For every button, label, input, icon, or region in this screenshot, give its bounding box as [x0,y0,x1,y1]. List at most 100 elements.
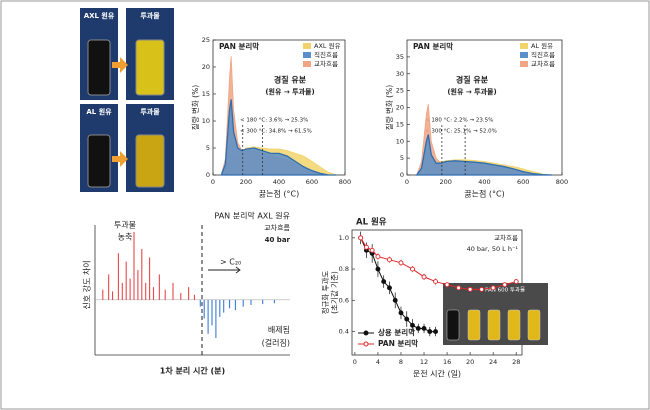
y-tick-label: 1.0 [339,234,349,242]
point [369,247,375,253]
point [381,279,387,285]
x-tick-label: 24 [489,358,497,366]
x-axis-label: 1차 분리 시간 (분) [160,366,225,376]
y-tick-label: 30 [396,70,404,78]
y-tick-label: 35 [396,53,404,61]
x-tick-label: 200 [240,178,252,186]
x-tick-label: 16 [443,358,451,366]
legend-swatch [520,52,528,58]
x-tick-label: 12 [420,358,428,366]
annotation: < 300 °C: 34.8% → 61.5% [240,129,312,135]
x-tick-label: 400 [478,178,490,186]
annotation: < 300 °C: 25.1% → 52.0% [425,129,497,135]
point [513,279,519,285]
annotation: (원유 → 투과물) [265,87,314,96]
x-tick-label: 600 [517,178,529,186]
photo-label: 투과물 [140,11,160,20]
x-tick-label: 0 [405,178,409,186]
x-tick-label: 28 [512,358,520,366]
vial [487,309,501,341]
annotation: 40 bar, 50 L h⁻¹ [467,245,519,253]
point [410,266,415,272]
y-tick-label: 0.6 [339,296,349,304]
chart-title: AL 원유 [356,217,387,228]
legend-label: PAN 분리막 [378,338,418,348]
y-tick-label: 5 [400,154,404,162]
chart-title: PAN 분리막 [219,41,259,51]
arrow [112,151,128,167]
point [502,282,508,288]
vial [527,309,541,341]
point [387,285,392,291]
y-tick-label: 0 [206,171,210,179]
y-axis-label: 신호 강도 차이 [82,260,92,309]
y-tick-label: 10 [202,117,210,125]
x-tick-label: 800 [556,178,568,186]
vial [507,309,521,341]
chart-title: PAN 분리막 AXL 원유 [214,211,290,221]
annotation: (걸러짐) [262,338,290,348]
vial [446,309,460,341]
annotation: 농축 [118,233,133,242]
y-axis-label: 정규화 투과도 [320,271,330,315]
point [398,310,404,316]
point [398,260,404,266]
vial [135,39,165,96]
annotation: 경질 유분 [274,75,307,85]
annotation: < 180 °C: 2.2% → 23.5% [425,118,493,124]
legend-marker [363,341,369,347]
annotation: PAN 600 투과물 [485,286,525,294]
point [410,322,415,328]
point [358,235,364,241]
photo-label: 투과물 [140,107,160,116]
point [456,285,462,291]
photo-label: AL 원유 [86,107,112,116]
legend-swatch [520,61,528,67]
point [433,329,439,335]
point [392,297,398,303]
x-axis-label: 끓는점 (°C) [464,189,504,199]
point [433,279,439,285]
y-tick-label: 15 [396,120,404,128]
chart-title: PAN 분리막 [413,41,453,51]
legend-label: 직진흐름 [314,50,338,59]
y-tick-label: 20 [202,63,210,71]
annotation: (원유 → 투과물) [447,87,496,96]
legend-swatch [303,61,311,67]
y-tick-label: 20 [396,104,404,112]
x-tick-label: 400 [273,178,285,186]
y-axis-label: 질량 변화 (%) [385,85,394,130]
point [363,244,369,250]
y-tick-label: 25 [396,87,404,95]
series-line [360,237,517,290]
y-tick-label: 25 [202,36,210,44]
legend-label: 직진흐름 [531,50,555,59]
x-tick-label: 20 [466,358,474,366]
annotation: 배제됨 [268,326,290,335]
vial [87,134,111,188]
legend-label: 교차흐름 [531,59,555,68]
point [421,274,427,280]
vial [467,309,481,341]
legend-swatch [303,43,311,49]
annotation: 40 bar [265,236,291,244]
arrow [112,57,128,73]
arrow [208,266,241,274]
point [421,325,427,331]
legend-label: 상용 분리막 [378,327,415,337]
annotation: 투과물 [114,221,136,230]
y-tick-label: 5 [206,144,210,152]
y-tick-label: 15 [202,90,210,98]
x-tick-label: 600 [306,178,318,186]
area [415,134,553,176]
x-tick-label: 0 [353,358,357,366]
y-tick-label: 0 [400,171,404,179]
annotation: < 180 °C: 3.6% → 25.3% [240,118,308,124]
point [444,282,450,288]
vial [135,134,165,188]
photos: AXL 원유 투과물 AL 원유 투과물 [80,8,174,192]
x-axis-label: 끓는점 (°C) [259,189,299,199]
legend-label: 교차흐름 [314,59,338,68]
legend-label: AXL 원유 [314,41,341,50]
